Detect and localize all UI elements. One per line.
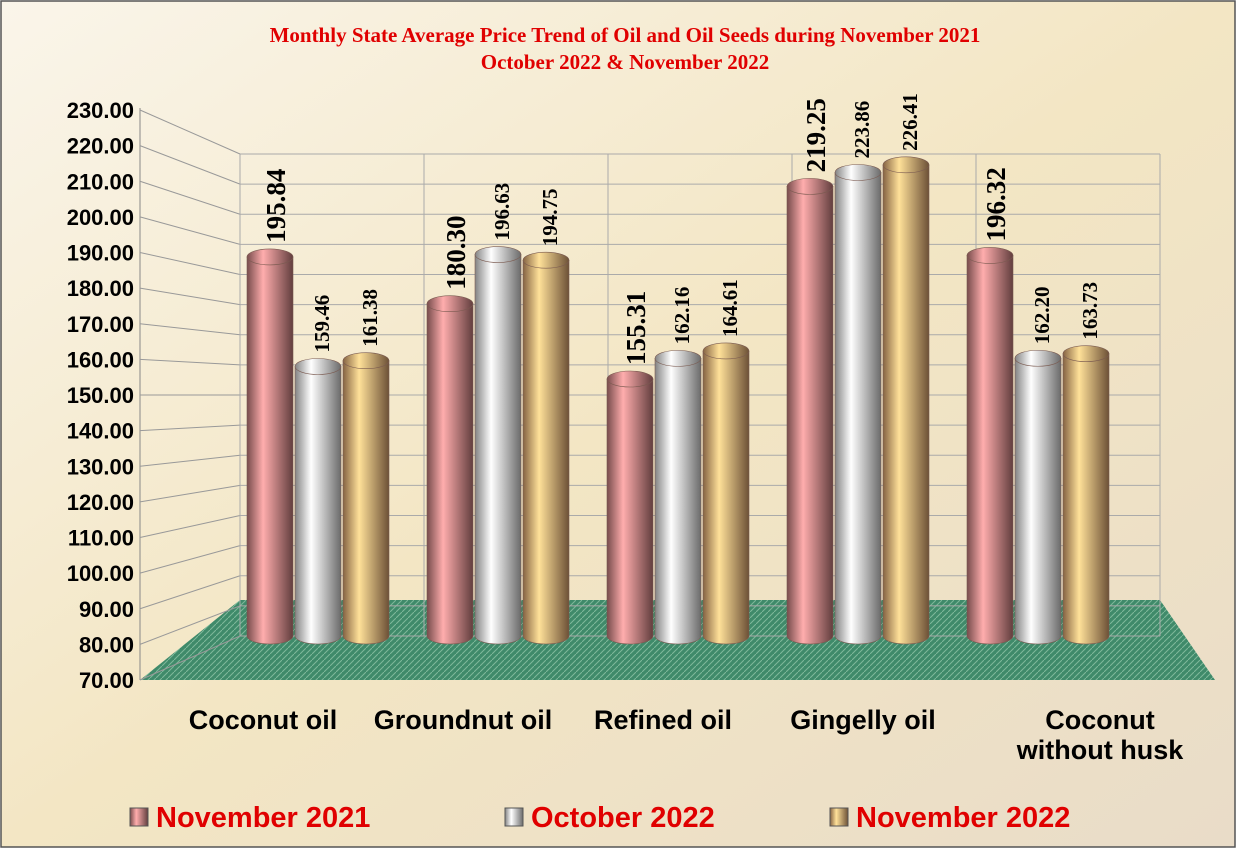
value-label: 155.31 — [621, 291, 651, 365]
y-tick-label: 80.00 — [79, 632, 134, 657]
x-tick-label: Coconut oil — [188, 705, 338, 735]
bar-top — [342, 352, 390, 370]
bar — [834, 172, 882, 645]
y-tick-label: 180.00 — [67, 276, 134, 301]
bar — [882, 164, 930, 645]
value-label: 164.61 — [718, 279, 742, 337]
bar — [786, 186, 834, 645]
value-label: 161.38 — [358, 289, 382, 347]
legend-swatch — [504, 807, 524, 827]
bar-top — [702, 342, 750, 360]
bar-top — [246, 248, 294, 266]
legend-label: November 2021 — [156, 802, 370, 834]
value-label: 219.25 — [801, 98, 831, 172]
bar-top — [966, 247, 1014, 264]
bar — [1014, 357, 1062, 645]
chart-title: October 2022 & November 2022 — [481, 50, 770, 74]
grid-line — [139, 145, 241, 185]
value-label: 226.41 — [898, 93, 922, 151]
y-tick-label: 140.00 — [67, 419, 134, 444]
value-label: 223.86 — [850, 101, 874, 159]
bar-top — [522, 251, 570, 269]
bar — [1062, 353, 1110, 645]
y-tick-label: 230.00 — [67, 98, 134, 123]
value-label: 159.46 — [310, 295, 334, 353]
grid-line — [139, 252, 241, 275]
bar-top — [474, 246, 522, 263]
bar-top — [1014, 349, 1062, 367]
value-label: 180.30 — [441, 215, 471, 289]
bar — [522, 259, 570, 645]
y-tick-label: 210.00 — [67, 169, 134, 194]
bar-top — [654, 350, 702, 367]
value-label: 162.20 — [1030, 286, 1054, 344]
grid-line — [139, 180, 241, 215]
bar-top — [606, 370, 654, 388]
value-label: 162.16 — [670, 287, 694, 345]
y-tick-label: 200.00 — [67, 205, 134, 230]
legend-label: November 2022 — [856, 802, 1070, 834]
value-label: 196.63 — [490, 183, 514, 241]
value-label: 195.84 — [261, 169, 291, 243]
bar-top — [786, 178, 834, 195]
grid-line — [139, 287, 241, 306]
grid-line — [139, 109, 241, 155]
y-tick-label: 70.00 — [79, 668, 134, 693]
bar — [654, 358, 702, 645]
bar — [966, 255, 1014, 645]
y-tick-label: 130.00 — [67, 454, 134, 479]
bar — [474, 254, 522, 645]
y-tick-label: 170.00 — [67, 312, 134, 337]
bar — [246, 256, 294, 645]
grid-line — [139, 424, 241, 432]
y-tick-label: 160.00 — [67, 347, 134, 372]
grid-line — [139, 358, 241, 366]
legend-swatch — [129, 807, 149, 827]
y-tick-label: 150.00 — [67, 383, 134, 408]
grid-line — [139, 515, 241, 538]
legend-swatch — [829, 807, 849, 827]
bar — [702, 350, 750, 645]
y-tick-label: 190.00 — [67, 241, 134, 266]
y-tick-label: 100.00 — [67, 561, 134, 586]
grid-line — [139, 216, 241, 245]
grid-line — [139, 484, 241, 503]
legend-label: October 2022 — [531, 802, 715, 834]
chart-title: Monthly State Average Price Trend of Oil… — [270, 23, 981, 47]
bar-top — [294, 358, 342, 375]
x-tick-label: Gingelly oil — [790, 705, 936, 735]
x-tick-label: Coconut without husk — [1016, 705, 1184, 765]
x-tick-label: Refined oil — [593, 705, 732, 735]
grid-line — [139, 575, 241, 610]
grid-line — [139, 454, 241, 467]
value-label: 163.73 — [1078, 282, 1102, 340]
grid-line — [139, 323, 241, 336]
bar — [342, 360, 390, 645]
bar-top — [1062, 345, 1110, 362]
grid-line — [139, 605, 241, 645]
bar-top — [834, 164, 882, 181]
grid-line — [139, 545, 241, 574]
bar — [426, 303, 474, 645]
grid-line — [139, 635, 241, 681]
x-tick-label: Groundnut oil — [373, 705, 553, 735]
value-label: 194.75 — [538, 188, 562, 246]
y-tick-label: 110.00 — [68, 526, 134, 551]
value-label: 196.32 — [981, 167, 1011, 241]
bar — [294, 366, 342, 645]
y-tick-label: 120.00 — [67, 490, 134, 515]
y-tick-label: 220.00 — [67, 134, 134, 159]
bar-top — [426, 295, 474, 313]
y-tick-label: 90.00 — [79, 597, 134, 622]
bar — [606, 378, 654, 645]
bar-top — [882, 156, 930, 174]
